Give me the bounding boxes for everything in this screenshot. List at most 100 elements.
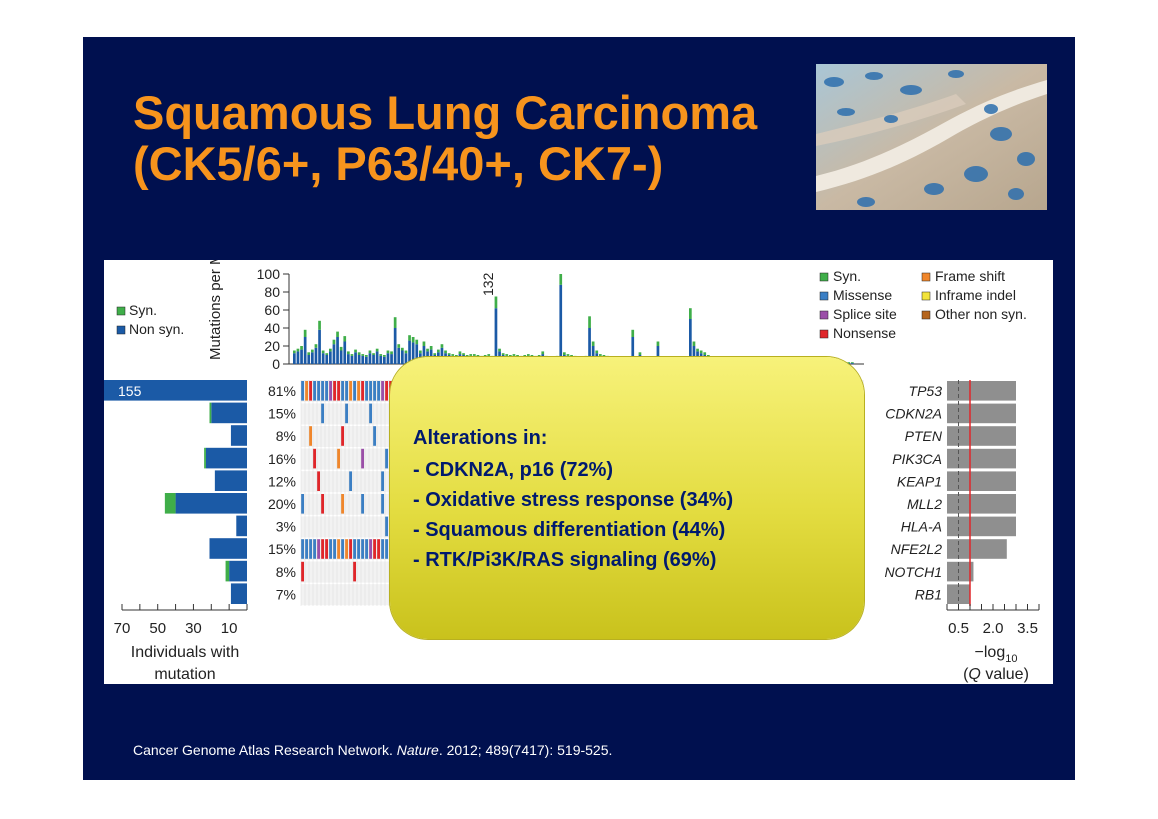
legend-swatch <box>921 272 931 282</box>
mutation-bar-nonsyn <box>408 340 411 364</box>
matrix-cell <box>353 561 356 582</box>
mutation-bar-nonsyn <box>383 356 386 364</box>
mutation-bar-nonsyn <box>411 342 415 364</box>
mutation-bar-syn <box>851 362 854 364</box>
q-value-bar <box>947 561 974 582</box>
legend-label: Frame shift <box>935 268 1005 284</box>
mutation-bar-nonsyn <box>429 349 433 364</box>
q-value-bar <box>947 448 1016 469</box>
percent-label: 81% <box>268 383 296 399</box>
mutation-bar-syn <box>372 353 375 355</box>
matrix-cell <box>349 471 352 491</box>
mutation-bar-nonsyn <box>689 319 692 364</box>
q-value-bar <box>947 471 1016 491</box>
legend-swatch-nonsyn <box>116 325 126 335</box>
matrix-cell <box>321 403 324 424</box>
mutation-bar-nonsyn <box>296 351 300 364</box>
matrix-cell <box>365 539 368 559</box>
ytick-label: 0 <box>272 356 280 372</box>
matrix-cell <box>385 516 388 537</box>
legend-left: Syn. Non syn. <box>116 302 184 337</box>
callout-item: - CDKN2A, p16 (72%) <box>413 459 614 481</box>
mutation-bar-syn <box>408 335 411 341</box>
mutation-bar-syn <box>509 355 512 357</box>
legend-label-syn: Syn. <box>129 302 157 318</box>
mutation-bar-nonsyn <box>300 349 303 364</box>
mutation-bar-syn <box>530 355 534 357</box>
gene-label: CDKN2A <box>885 406 942 422</box>
legend-swatch <box>819 291 829 301</box>
gene-label: NFE2L2 <box>891 541 943 557</box>
matrix-cell <box>341 494 344 514</box>
matrix-cell <box>385 448 388 469</box>
mutation-bar-syn <box>606 355 609 358</box>
xlabel-line-2: (Q value) <box>963 666 1029 683</box>
mutation-bar-syn <box>458 351 462 355</box>
xtick-label: 70 <box>114 620 131 637</box>
matrix-cell <box>337 539 340 559</box>
mutation-bar-nonsyn <box>365 356 368 364</box>
mutation-bar-syn <box>293 350 296 354</box>
mutation-bar-nonsyn <box>343 341 347 364</box>
mutation-bar-nonsyn <box>307 355 311 364</box>
citation-journal: Nature <box>396 742 439 758</box>
percent-label: 7% <box>276 586 296 602</box>
matrix-cell <box>309 381 312 401</box>
mutation-bar-syn <box>591 341 595 346</box>
mutation-bar-syn <box>570 355 573 357</box>
mutation-bar-nonsyn <box>329 351 332 364</box>
mutation-bar-syn <box>491 355 494 358</box>
mutation-bar-nonsyn <box>361 355 365 364</box>
matrix-cell <box>361 539 364 559</box>
ylabel-line-1: Mutations per Mb <box>207 260 224 360</box>
matrix-cell <box>357 539 360 559</box>
mutation-bar-syn <box>383 355 386 357</box>
percent-label: 15% <box>268 406 296 422</box>
legend-label-nonsyn: Non syn. <box>129 321 184 337</box>
matrix-cell <box>349 381 352 401</box>
individuals-bar-syn <box>204 447 206 469</box>
mutation-bar-syn <box>534 355 537 358</box>
matrix-cell <box>341 539 344 559</box>
gene-label: RB1 <box>915 586 942 602</box>
legend-swatch <box>921 310 931 320</box>
matrix-cell <box>337 381 340 401</box>
mutation-bar-syn <box>347 351 350 355</box>
legend-swatch <box>819 329 829 339</box>
mutation-bar-syn <box>473 354 476 356</box>
matrix-cell <box>301 494 304 514</box>
mutation-bar-nonsyn <box>368 353 372 364</box>
matrix-cell <box>345 381 348 401</box>
mutation-bar-syn <box>314 344 318 348</box>
mutation-bar-syn <box>296 348 300 352</box>
mutation-bar-syn <box>447 353 451 355</box>
matrix-cell <box>381 539 384 559</box>
mutation-bar-syn <box>300 346 303 350</box>
mutation-bar-syn <box>455 355 458 357</box>
mutation-bar-nonsyn <box>390 354 393 364</box>
matrix-cell <box>353 381 356 401</box>
ytick-label: 20 <box>264 338 280 354</box>
mutation-bar-syn <box>368 350 372 354</box>
mutation-bar-syn <box>501 353 505 355</box>
mutation-bar-syn <box>357 352 361 355</box>
mutation-bar-nonsyn <box>375 351 379 364</box>
mutation-bar-nonsyn <box>347 354 350 364</box>
matrix-cell <box>341 381 344 401</box>
mutation-bar-syn <box>573 355 577 358</box>
mutation-bar-syn <box>375 348 379 352</box>
matrix-cell <box>317 381 320 401</box>
mutation-bar-syn <box>350 354 354 356</box>
mutation-bar-syn <box>559 274 563 285</box>
bar-value-label: 155 <box>118 383 142 399</box>
legend-label: Splice site <box>833 306 897 322</box>
legend-label: Nonsense <box>833 325 896 341</box>
mutation-bar-nonsyn <box>332 344 336 364</box>
mutation-bar-syn <box>498 348 501 352</box>
matrix-cell <box>329 539 332 559</box>
matrix-cell <box>317 539 320 559</box>
matrix-cell <box>305 381 308 401</box>
mutation-bar-syn <box>494 296 498 309</box>
mutation-bar-nonsyn <box>311 352 314 364</box>
matrix-cell <box>333 539 336 559</box>
